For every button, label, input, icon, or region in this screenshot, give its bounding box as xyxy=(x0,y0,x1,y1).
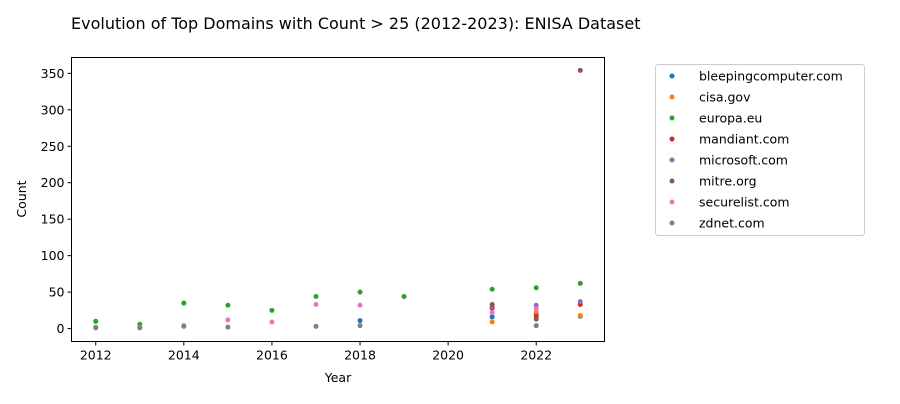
data-point-europa-eu xyxy=(225,302,231,308)
data-point-europa-eu xyxy=(313,294,319,300)
y-tick-label: 150 xyxy=(41,212,65,227)
legend-label: zdnet.com xyxy=(699,216,765,231)
data-point-mitre-org xyxy=(533,316,539,322)
legend-marker-cisa-gov xyxy=(669,94,675,100)
legend-marker-europa-eu xyxy=(669,115,675,121)
data-point-mitre-org xyxy=(577,67,583,73)
legend-marker-mitre-org xyxy=(669,178,675,184)
y-tick-label: 200 xyxy=(41,175,65,190)
x-axis: 2012 2014 2016 2018 2020 2022 xyxy=(80,341,552,363)
legend-frame xyxy=(655,64,865,236)
data-point-zdnet-com xyxy=(137,325,143,331)
x-tick-label: 2014 xyxy=(168,348,200,363)
y-tick-label: 300 xyxy=(41,102,65,117)
data-point-securelist-com xyxy=(225,317,231,323)
data-point-zdnet-com xyxy=(313,323,319,329)
x-tick-label: 2012 xyxy=(80,348,112,363)
y-axis: 0 50 100 150 200 250 300 350 xyxy=(41,66,72,336)
data-point-europa-eu xyxy=(577,280,583,286)
data-point-bleepingcomputer-com xyxy=(489,314,495,320)
data-point-bleepingcomputer-com xyxy=(357,318,363,324)
legend-marker-mandiant-com xyxy=(669,136,675,142)
data-point-zdnet-com xyxy=(533,323,539,329)
plot-area xyxy=(71,57,605,342)
data-point-europa-eu xyxy=(489,286,495,292)
data-point-cisa-gov xyxy=(577,312,583,318)
data-points xyxy=(93,67,583,331)
data-point-securelist-com xyxy=(313,302,319,308)
data-point-zdnet-com xyxy=(225,324,231,330)
data-point-europa-eu xyxy=(181,300,187,306)
legend-label: europa.eu xyxy=(699,111,762,126)
legend-label: bleepingcomputer.com xyxy=(699,69,843,84)
data-point-mitre-org xyxy=(489,302,495,308)
data-point-zdnet-com xyxy=(93,325,99,331)
x-tick-label: 2016 xyxy=(256,348,288,363)
data-point-securelist-com xyxy=(269,319,275,325)
y-tick-label: 250 xyxy=(41,139,65,154)
chart-title: Evolution of Top Domains with Count > 25… xyxy=(71,14,640,33)
legend: bleepingcomputer.com cisa.gov europa.eu man… xyxy=(655,64,865,236)
legend-label: cisa.gov xyxy=(699,90,751,105)
x-tick-label: 2020 xyxy=(432,348,464,363)
legend-label: microsoft.com xyxy=(699,153,788,168)
data-point-europa-eu xyxy=(357,289,363,295)
data-point-microsoft-com xyxy=(577,299,583,305)
data-point-europa-eu xyxy=(269,307,275,313)
legend-marker-securelist-com xyxy=(669,199,675,205)
data-point-securelist-com xyxy=(489,310,495,316)
y-axis-title: Count xyxy=(14,180,29,217)
legend-marker-microsoft-com xyxy=(669,157,675,163)
data-point-securelist-com xyxy=(533,306,539,312)
data-point-securelist-com xyxy=(357,302,363,308)
y-tick-label: 100 xyxy=(41,248,65,263)
data-point-microsoft-com xyxy=(533,302,539,308)
x-tick-label: 2018 xyxy=(344,348,376,363)
legend-label: securelist.com xyxy=(699,195,790,210)
y-tick-label: 350 xyxy=(41,66,65,81)
data-point-zdnet-com xyxy=(357,323,363,329)
data-point-cisa-gov xyxy=(489,319,495,325)
data-point-europa-eu xyxy=(401,294,407,300)
data-point-zdnet-com xyxy=(181,323,187,329)
legend-marker-bleepingcomputer-com xyxy=(669,73,675,79)
y-tick-label: 50 xyxy=(49,285,65,300)
y-tick-label: 0 xyxy=(57,321,65,336)
legend-marker-zdnet-com xyxy=(669,220,675,226)
x-axis-title: Year xyxy=(324,370,352,385)
legend-label: mitre.org xyxy=(699,174,757,189)
data-point-europa-eu xyxy=(533,285,539,291)
data-point-europa-eu xyxy=(93,318,99,324)
legend-label: mandiant.com xyxy=(699,132,789,147)
data-point-cisa-gov xyxy=(533,310,539,316)
x-tick-label: 2022 xyxy=(520,348,552,363)
plot-frame xyxy=(71,57,605,342)
